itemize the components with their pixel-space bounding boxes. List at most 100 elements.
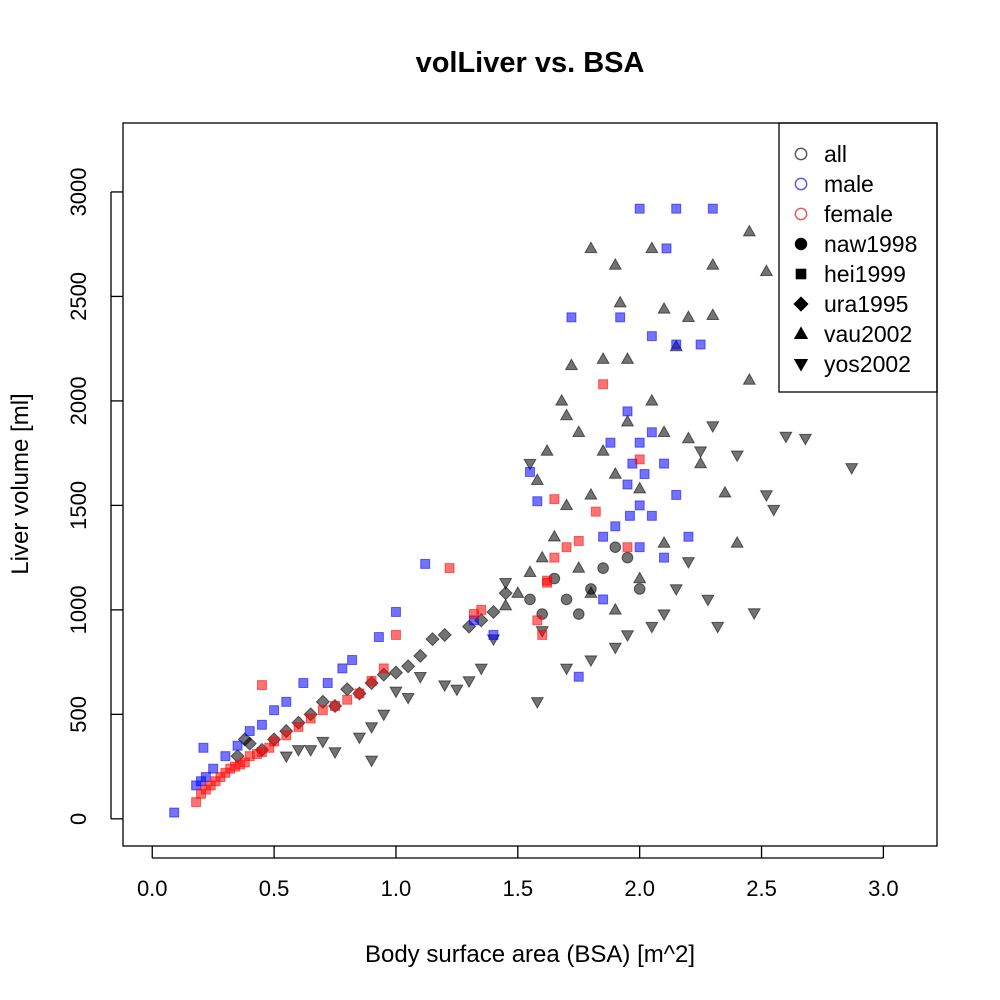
legend-box xyxy=(778,122,938,393)
data-point xyxy=(621,551,634,564)
data-point xyxy=(645,393,659,406)
data-point xyxy=(634,437,645,448)
legend-label: yos2002 xyxy=(824,351,911,377)
data-point xyxy=(524,593,536,606)
data-point xyxy=(532,496,543,507)
data-point xyxy=(198,742,209,753)
data-point xyxy=(364,755,379,768)
data-point xyxy=(633,583,646,595)
data-point xyxy=(413,672,428,684)
data-point xyxy=(401,692,415,705)
data-point xyxy=(169,807,180,818)
data-point xyxy=(340,682,355,697)
data-point xyxy=(317,705,328,716)
data-point xyxy=(622,406,633,417)
legend-label: all xyxy=(824,141,847,167)
data-point xyxy=(669,584,683,597)
data-point xyxy=(608,257,623,270)
data-point xyxy=(342,694,353,705)
data-point xyxy=(547,529,562,542)
data-point xyxy=(759,264,774,277)
data-point xyxy=(337,663,348,674)
data-point xyxy=(671,339,682,350)
y-tick-label: 2000 xyxy=(66,376,91,425)
data-point xyxy=(707,203,718,214)
data-point xyxy=(605,437,616,448)
data-point xyxy=(645,241,659,254)
data-point xyxy=(646,510,657,521)
data-point xyxy=(718,485,732,498)
data-point xyxy=(468,609,479,620)
data-point xyxy=(474,663,488,676)
data-point xyxy=(742,372,757,385)
data-point xyxy=(681,431,696,444)
data-point xyxy=(532,615,543,626)
y-tick-label: 500 xyxy=(66,696,91,733)
data-point xyxy=(537,629,548,640)
data-point xyxy=(701,594,715,607)
data-point xyxy=(632,571,647,584)
data-point xyxy=(498,598,513,611)
data-point xyxy=(377,709,391,722)
data-point xyxy=(585,583,597,595)
data-point xyxy=(347,655,358,666)
legend-marker xyxy=(795,268,807,280)
data-point xyxy=(657,609,671,622)
data-point xyxy=(389,686,403,699)
data-point xyxy=(232,740,243,751)
data-point xyxy=(523,458,537,471)
data-point xyxy=(549,552,560,563)
data-point xyxy=(573,535,584,546)
data-point xyxy=(620,630,635,643)
x-tick-label: 1.0 xyxy=(381,876,412,901)
legend-marker xyxy=(794,207,808,221)
data-point xyxy=(511,585,525,598)
data-point xyxy=(584,241,598,254)
data-point xyxy=(646,427,657,438)
legend-marker xyxy=(793,296,809,312)
data-point xyxy=(425,631,440,647)
data-point xyxy=(598,594,609,605)
data-point xyxy=(681,557,696,569)
data-point xyxy=(598,379,609,390)
data-point xyxy=(730,450,744,463)
x-tick-label: 0.0 xyxy=(137,876,168,901)
y-axis-label: Liver volume [ml] xyxy=(7,393,34,574)
data-point xyxy=(305,713,316,724)
data-point xyxy=(486,604,501,620)
data-point xyxy=(659,552,670,563)
data-point xyxy=(244,726,255,737)
y-tick-label: 1500 xyxy=(66,481,91,530)
data-point xyxy=(646,331,657,342)
data-point xyxy=(634,542,645,553)
data-point xyxy=(661,243,672,254)
data-point xyxy=(634,454,645,465)
data-point xyxy=(498,586,513,601)
data-point xyxy=(322,678,333,688)
legend-marker xyxy=(793,359,809,372)
data-point xyxy=(316,736,330,749)
legend-label: ura1995 xyxy=(824,291,908,317)
data-point xyxy=(622,479,633,490)
data-point xyxy=(608,466,623,479)
data-point xyxy=(279,751,294,764)
data-point xyxy=(671,489,682,500)
data-point xyxy=(390,629,401,640)
data-point xyxy=(256,680,267,691)
data-point xyxy=(220,751,231,762)
data-point xyxy=(535,550,549,563)
data-point xyxy=(208,763,219,774)
data-point xyxy=(596,351,610,364)
data-point xyxy=(196,788,206,799)
data-point xyxy=(572,425,586,437)
data-point xyxy=(657,535,671,548)
data-point xyxy=(256,719,267,730)
legend-label: vau2002 xyxy=(824,321,912,347)
y-tick-label: 0 xyxy=(66,813,91,825)
data-point xyxy=(730,535,744,548)
data-point xyxy=(530,473,545,486)
data-point xyxy=(420,558,431,569)
data-point xyxy=(572,560,586,573)
data-point xyxy=(695,339,706,350)
data-point xyxy=(798,433,813,446)
